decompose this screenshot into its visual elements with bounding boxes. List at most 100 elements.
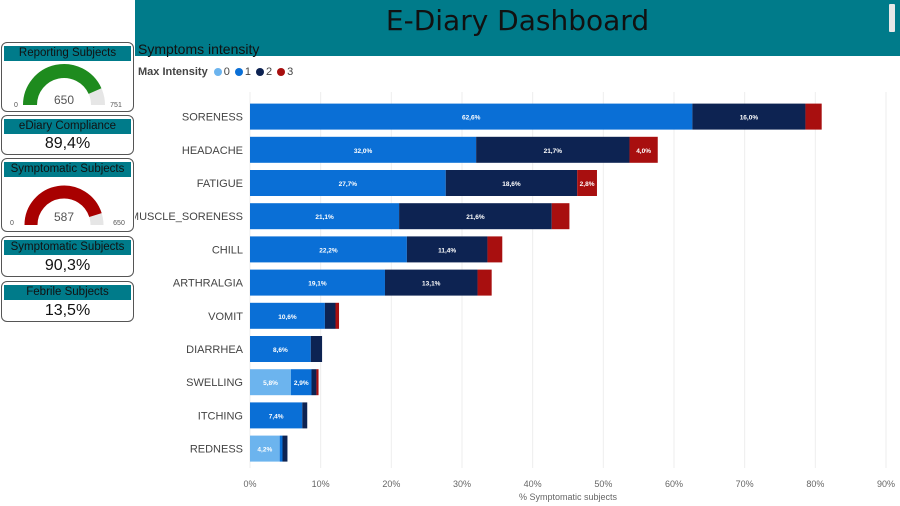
bar-segment bbox=[310, 336, 323, 362]
data-label: 32,0% bbox=[354, 148, 373, 155]
category-label: CHILL bbox=[212, 244, 243, 256]
data-label: 7,4% bbox=[269, 413, 284, 420]
febrile-subjects-card[interactable]: Febrile Subjects 13,5% bbox=[1, 281, 134, 322]
data-label: 13,1% bbox=[422, 281, 441, 288]
data-label: 2,8% bbox=[580, 181, 595, 188]
bar-segment bbox=[692, 103, 806, 130]
scrollbar-handle[interactable] bbox=[889, 4, 895, 32]
gauge-value: 587 bbox=[54, 210, 74, 224]
data-label: 2,9% bbox=[294, 380, 309, 387]
data-label: 10,6% bbox=[278, 314, 297, 321]
bar-segment bbox=[384, 269, 478, 296]
symptomatic-subjects-title: Symptomatic Subjects bbox=[4, 162, 131, 177]
reporting-subjects-title: Reporting Subjects bbox=[4, 46, 131, 61]
legend-dot-icon bbox=[213, 68, 222, 76]
bar-segment bbox=[250, 336, 311, 362]
legend-item-2[interactable]: 2 bbox=[255, 66, 272, 78]
bar-segment bbox=[316, 369, 319, 396]
x-tick-label: 20% bbox=[382, 479, 400, 489]
gauge-min-label: 0 bbox=[10, 220, 14, 227]
category-label: DIARRHEA bbox=[186, 344, 244, 356]
data-label: 19,1% bbox=[308, 281, 327, 288]
x-tick-label: 30% bbox=[453, 479, 471, 489]
bar-segment bbox=[250, 203, 400, 230]
x-tick-label: 70% bbox=[736, 479, 754, 489]
bar-segment bbox=[476, 136, 630, 163]
bar-segment bbox=[302, 402, 308, 429]
legend-item-3[interactable]: 3 bbox=[277, 66, 293, 78]
category-label: ARTHRALGIA bbox=[173, 278, 244, 290]
data-label: 4,0% bbox=[636, 148, 651, 155]
bar-segment bbox=[311, 369, 317, 396]
legend-label: 3 bbox=[287, 66, 294, 78]
febrile-subjects-value: 13,5% bbox=[44, 302, 91, 319]
bar-segment bbox=[250, 369, 291, 396]
x-tick-label: 0% bbox=[243, 479, 256, 489]
gauge-max-label: 650 bbox=[113, 220, 125, 227]
data-label: 22,2% bbox=[319, 247, 338, 254]
symptoms-intensity-chart: 0% 10% 20% 30% 40% 50% 60% 70% 80% 90% % Symptomat… bbox=[135, 92, 895, 502]
data-label: 4,2% bbox=[257, 447, 272, 454]
legend-item-1[interactable]: 1 bbox=[234, 66, 251, 78]
bar-segment bbox=[477, 269, 492, 296]
x-tick-label: 50% bbox=[594, 479, 612, 489]
bar-segment bbox=[805, 103, 822, 130]
legend-label: 0 bbox=[223, 66, 230, 78]
symptomatic-subjects-pct-value: 90,3% bbox=[44, 257, 91, 274]
legend-dot-icon bbox=[255, 68, 264, 76]
bar-segment bbox=[335, 302, 340, 329]
data-label: 21,1% bbox=[315, 214, 334, 221]
symptomatic-subjects-pct-card[interactable]: Symptomatic Subjects 90,3% bbox=[1, 236, 134, 277]
symptomatic-subjects-pct-title: Symptomatic Subjects bbox=[4, 240, 131, 255]
legend-dot-icon bbox=[234, 68, 243, 76]
data-label: 16,0% bbox=[740, 115, 759, 122]
legend-item-0[interactable]: 0 bbox=[213, 66, 230, 78]
reporting-subjects-gauge: 650 0 751 bbox=[14, 64, 122, 109]
bar-segment bbox=[279, 435, 283, 462]
data-label: 27,7% bbox=[339, 181, 358, 188]
gauge-min-label: 0 bbox=[14, 102, 18, 109]
category-label: ITCHING bbox=[198, 410, 243, 422]
category-label: FATIGUE bbox=[197, 178, 243, 190]
gauge-max-label: 751 bbox=[110, 102, 122, 109]
gauge-fill bbox=[23, 64, 102, 106]
ediary-compliance-card[interactable]: eDiary Compliance 89,4% bbox=[1, 115, 134, 155]
ediary-compliance-title: eDiary Compliance bbox=[4, 119, 131, 134]
category-label: HEADACHE bbox=[182, 145, 243, 157]
data-label: 11,4% bbox=[438, 247, 456, 254]
header-bar: E-Diary Dashboard bbox=[135, 0, 900, 56]
bar-segment bbox=[250, 402, 303, 429]
bar-segment bbox=[629, 136, 658, 163]
bar-segment bbox=[250, 136, 477, 163]
bar-segment bbox=[487, 236, 503, 263]
febrile-subjects-title: Febrile Subjects bbox=[4, 285, 131, 300]
chart-title: Symptoms intensity bbox=[138, 41, 260, 57]
category-label: MUSCLE_SORENESS bbox=[135, 211, 243, 223]
category-label: SWELLING bbox=[186, 377, 243, 389]
x-axis-label: % Symptomatic subjects bbox=[519, 492, 618, 502]
data-label: 18,6% bbox=[502, 181, 521, 188]
bar-segment bbox=[250, 435, 280, 462]
bar-segment bbox=[406, 236, 488, 263]
bar-segment bbox=[250, 269, 385, 296]
bar-segment bbox=[399, 203, 552, 230]
reporting-subjects-card[interactable]: Reporting Subjects 650 0 751 bbox=[1, 42, 134, 112]
category-label: SORENESS bbox=[182, 112, 243, 124]
gauge-fill bbox=[24, 185, 102, 226]
bar-segment bbox=[445, 170, 578, 196]
data-label: 62,6% bbox=[462, 115, 481, 122]
bar-segment bbox=[250, 103, 693, 130]
data-label: 21,7% bbox=[544, 148, 563, 155]
legend-dot-icon bbox=[277, 68, 286, 76]
bar-segment bbox=[282, 435, 288, 462]
category-label: REDNESS bbox=[190, 444, 243, 456]
symptomatic-subjects-gauge-card[interactable]: Symptomatic Subjects 587 0 650 bbox=[1, 158, 134, 232]
symptomatic-subjects-gauge: 587 0 650 bbox=[10, 185, 125, 227]
category-label: VOMIT bbox=[208, 311, 243, 323]
bar-segment bbox=[324, 302, 336, 329]
ediary-compliance-value: 89,4% bbox=[44, 135, 91, 152]
data-label: 5,8% bbox=[263, 380, 278, 387]
data-label: 8,6% bbox=[273, 347, 288, 354]
data-label: 21,6% bbox=[466, 214, 485, 221]
x-tick-label: 10% bbox=[312, 479, 330, 489]
